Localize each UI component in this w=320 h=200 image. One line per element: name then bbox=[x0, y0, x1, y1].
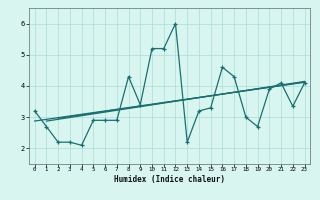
X-axis label: Humidex (Indice chaleur): Humidex (Indice chaleur) bbox=[114, 175, 225, 184]
